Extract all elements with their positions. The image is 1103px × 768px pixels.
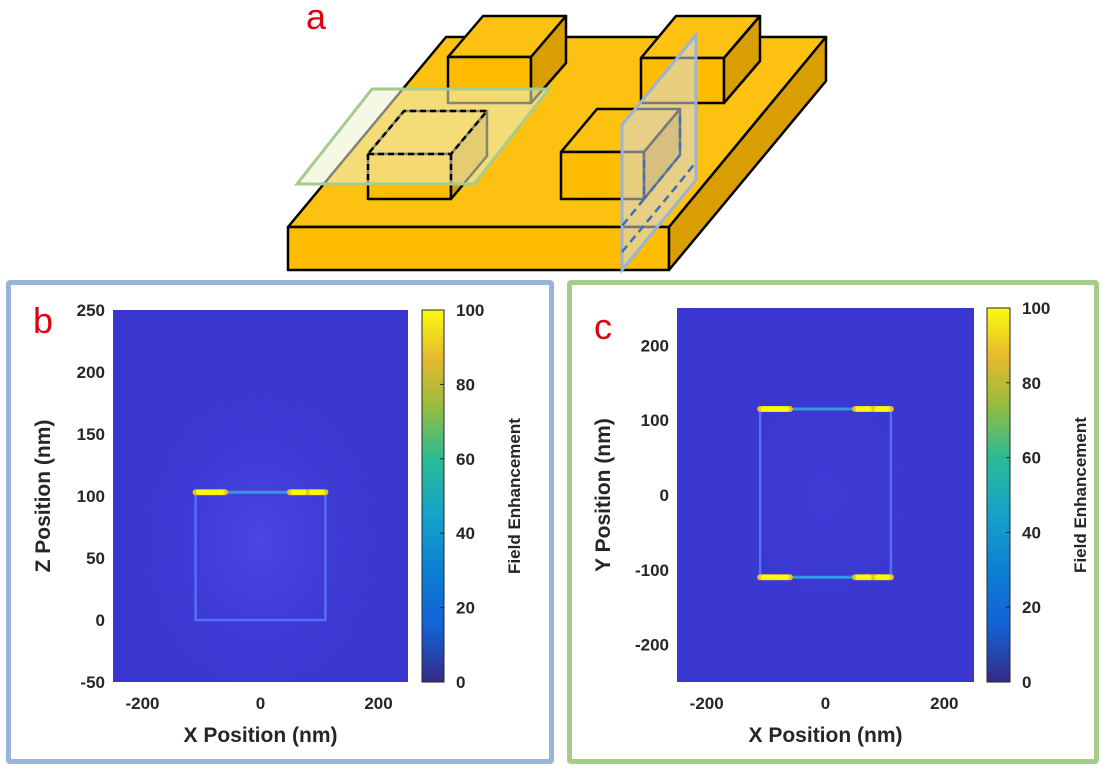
block-back-right-side (722, 14, 762, 105)
cut-plane-xz (620, 30, 698, 275)
cut-plane-xy (293, 87, 553, 186)
panel-label-c: c (594, 306, 612, 347)
substrate-front (286, 225, 671, 272)
panel-label-b: b (33, 300, 54, 341)
substrate-side (667, 35, 828, 272)
panel-c-frame (567, 280, 1099, 764)
panel-b-frame (6, 280, 554, 764)
panel-label-a: a (306, 0, 327, 37)
schematic-3d (286, 14, 828, 275)
